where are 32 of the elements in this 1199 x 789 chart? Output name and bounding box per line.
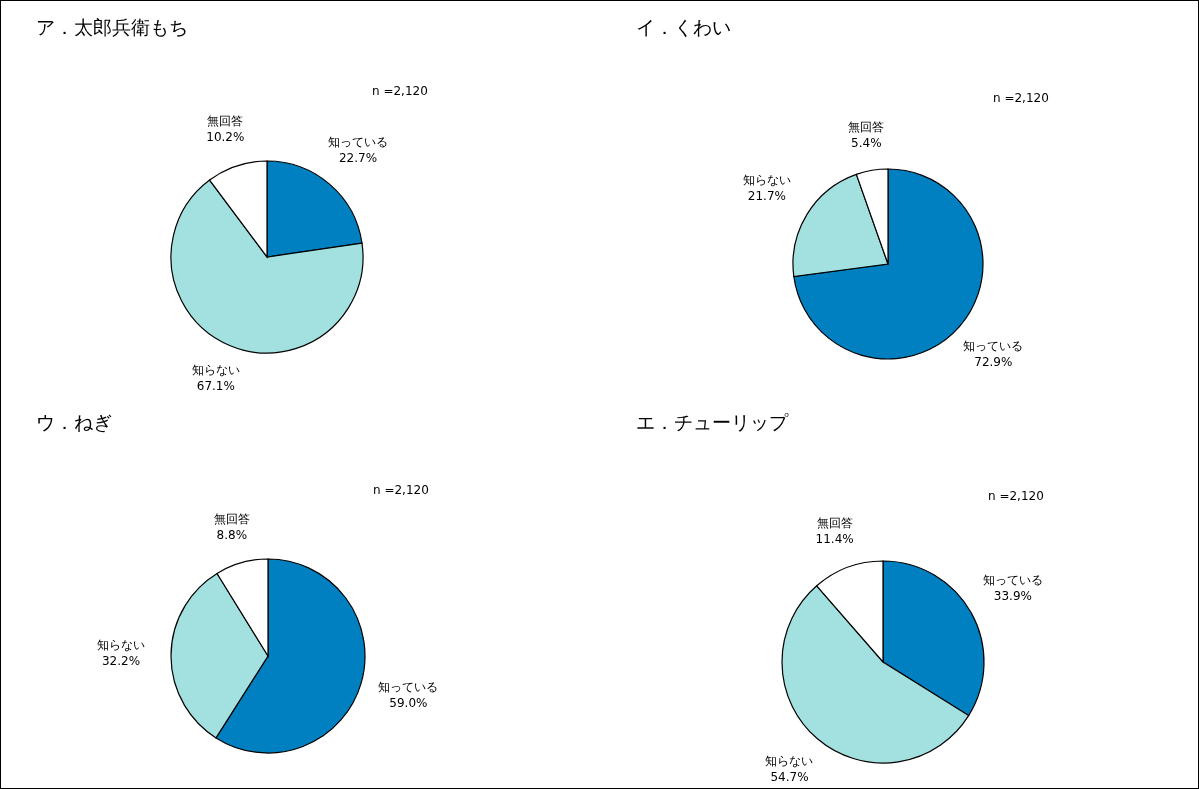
slice-label: 知らない <box>191 363 240 378</box>
slice-label: 知らない <box>742 172 791 187</box>
chart-title: エ．チューリップ <box>636 410 788 435</box>
chart-title: イ．くわい <box>636 15 731 40</box>
slice-label: 知らない <box>765 754 814 769</box>
text: n =2,120 <box>993 91 1049 105</box>
data-label: 67.1% <box>196 379 235 394</box>
data-label: 21.7% <box>747 188 786 203</box>
slice-label: 知っている <box>963 339 1024 354</box>
slice-label: 無回答 <box>816 515 853 530</box>
text: n =2,120 <box>373 483 429 497</box>
slice-label: 無回答 <box>213 511 250 526</box>
data-label: 32.2% <box>101 654 141 669</box>
text: n =2,120 <box>372 84 428 98</box>
data-label: 22.7% <box>338 150 378 165</box>
chart-title: ウ．ねぎ <box>36 410 112 435</box>
data-label: 59.0% <box>389 695 428 710</box>
slice-label: 無回答 <box>848 120 885 135</box>
data-label: 5.4% <box>851 136 882 151</box>
data-label: 11.4% <box>815 531 854 546</box>
slice-label: 知っている <box>378 679 439 694</box>
slice-label: 知らない <box>97 638 145 653</box>
slice-label: 無回答 <box>207 114 244 129</box>
data-label: 8.8% <box>216 527 248 542</box>
text: n =2,120 <box>988 489 1044 503</box>
slice-label: 知っている <box>327 134 388 149</box>
chart-title: ア．太郎兵衛もち <box>36 15 188 40</box>
data-label: 33.9% <box>993 589 1032 604</box>
data-label: 10.2% <box>206 130 245 145</box>
data-label: 72.9% <box>974 355 1013 370</box>
slice-label: 知っている <box>982 573 1043 588</box>
data-label: 54.7% <box>770 770 809 785</box>
